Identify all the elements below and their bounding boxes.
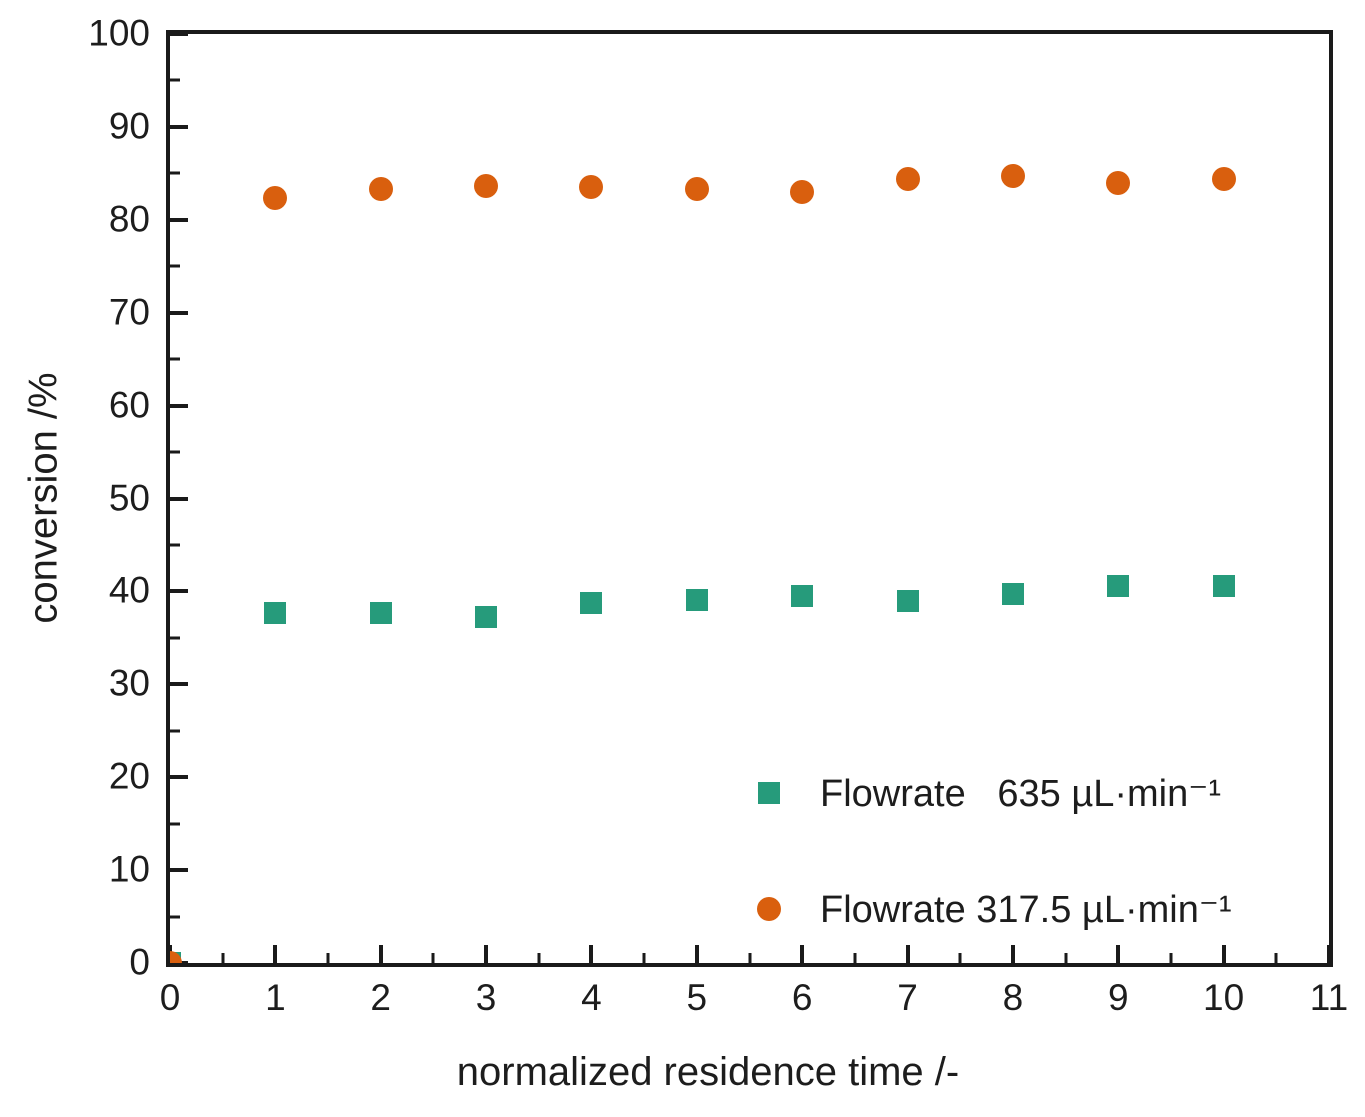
data-point-circle bbox=[1211, 166, 1236, 191]
data-point-square bbox=[580, 592, 603, 615]
y-minor-tick bbox=[170, 915, 180, 919]
legend-label-635: Flowrate 635 µL·min⁻¹ bbox=[820, 772, 1221, 815]
y-tick-label: 70 bbox=[108, 291, 150, 333]
x-minor-tick bbox=[1064, 953, 1068, 963]
x-minor-tick bbox=[642, 953, 646, 963]
x-minor-tick bbox=[958, 953, 962, 963]
legend-item-635: Flowrate 635 µL·min⁻¹ bbox=[756, 771, 1221, 815]
y-minor-tick bbox=[170, 543, 180, 547]
x-tick-label: 10 bbox=[1203, 977, 1245, 1018]
legend-marker-box bbox=[756, 780, 782, 806]
data-point-circle bbox=[1106, 170, 1131, 195]
y-tick-label: 30 bbox=[108, 662, 150, 704]
x-minor-tick bbox=[537, 953, 541, 963]
y-minor-tick bbox=[170, 822, 180, 826]
data-point-circle bbox=[895, 166, 920, 191]
data-point-square bbox=[1212, 574, 1235, 597]
data-point-circle bbox=[790, 179, 815, 204]
y-minor-tick bbox=[170, 450, 180, 454]
x-tick-label: 11 bbox=[1309, 977, 1349, 1018]
y-minor-tick bbox=[170, 729, 180, 733]
x-axis-title: normalized residence time /- bbox=[456, 1050, 960, 1094]
x-tick-label: 1 bbox=[265, 977, 286, 1018]
green-square-marker-icon bbox=[758, 782, 780, 804]
y-tick bbox=[170, 589, 188, 594]
data-point-square bbox=[1107, 574, 1130, 597]
x-tick-label: 2 bbox=[370, 977, 392, 1018]
legend-marker-box bbox=[756, 896, 782, 922]
x-tick bbox=[1116, 945, 1121, 963]
x-tick bbox=[484, 945, 489, 963]
x-tick-label: 5 bbox=[686, 977, 708, 1018]
y-minor-tick bbox=[170, 636, 180, 640]
y-minor-tick bbox=[170, 171, 180, 175]
plot-area bbox=[166, 30, 1333, 967]
data-point-square bbox=[264, 601, 287, 624]
data-point-square bbox=[685, 588, 708, 611]
x-tick bbox=[905, 945, 910, 963]
x-tick bbox=[1221, 945, 1226, 963]
x-minor-tick bbox=[1169, 953, 1173, 963]
y-tick-label: 90 bbox=[108, 105, 150, 147]
x-minor-tick bbox=[221, 953, 225, 963]
data-point-square bbox=[1001, 583, 1024, 606]
y-tick bbox=[170, 868, 188, 873]
legend-label-317-5: Flowrate 317.5 µL·min⁻¹ bbox=[820, 888, 1232, 931]
y-tick-label: 80 bbox=[108, 198, 150, 240]
legend-item-317-5: Flowrate 317.5 µL·min⁻¹ bbox=[756, 887, 1232, 931]
x-tick bbox=[273, 945, 278, 963]
y-tick-label: 40 bbox=[108, 570, 150, 612]
x-tick-label: 9 bbox=[1107, 977, 1129, 1018]
x-minor-tick bbox=[853, 953, 857, 963]
y-tick bbox=[170, 496, 188, 501]
y-minor-tick bbox=[170, 264, 180, 268]
x-tick-label: 6 bbox=[791, 977, 813, 1018]
x-tick bbox=[800, 945, 805, 963]
data-point-circle bbox=[368, 177, 393, 202]
x-minor-tick bbox=[326, 953, 330, 963]
orange-circle-marker-icon bbox=[757, 897, 781, 921]
x-tick bbox=[1010, 945, 1015, 963]
y-tick-label: 0 bbox=[129, 941, 150, 983]
y-minor-tick bbox=[170, 357, 180, 361]
data-point-circle bbox=[474, 174, 499, 199]
y-tick bbox=[170, 682, 188, 687]
y-tick-label: 10 bbox=[108, 848, 150, 890]
y-tick bbox=[170, 124, 188, 129]
data-point-square bbox=[369, 601, 392, 624]
x-tick bbox=[1327, 945, 1329, 963]
y-tick bbox=[170, 775, 188, 780]
data-point-square bbox=[475, 606, 498, 629]
y-tick-label: 100 bbox=[88, 12, 150, 54]
y-tick bbox=[170, 310, 188, 315]
y-tick-label: 20 bbox=[108, 755, 150, 797]
y-minor-tick bbox=[170, 78, 180, 82]
x-tick-label: 4 bbox=[581, 977, 602, 1018]
x-minor-tick bbox=[431, 953, 435, 963]
y-tick bbox=[170, 403, 188, 408]
data-point-square bbox=[791, 585, 814, 608]
data-point-circle bbox=[1000, 164, 1025, 189]
data-point-square bbox=[896, 589, 919, 612]
data-point-circle bbox=[263, 186, 288, 211]
y-tick bbox=[170, 217, 188, 222]
x-tick bbox=[589, 945, 594, 963]
data-point-circle bbox=[684, 177, 709, 202]
x-tick bbox=[378, 945, 383, 963]
y-tick-label: 60 bbox=[108, 384, 150, 426]
y-tick bbox=[170, 34, 188, 36]
x-tick-label: 8 bbox=[1002, 977, 1024, 1018]
y-tick-label: 50 bbox=[108, 477, 150, 519]
x-minor-tick bbox=[1274, 953, 1278, 963]
x-tick-label: 7 bbox=[897, 977, 918, 1018]
data-point-circle bbox=[579, 175, 604, 200]
x-tick-label: 0 bbox=[159, 977, 181, 1018]
x-minor-tick bbox=[748, 953, 751, 963]
x-tick bbox=[694, 945, 699, 963]
x-tick-label: 3 bbox=[475, 977, 497, 1018]
